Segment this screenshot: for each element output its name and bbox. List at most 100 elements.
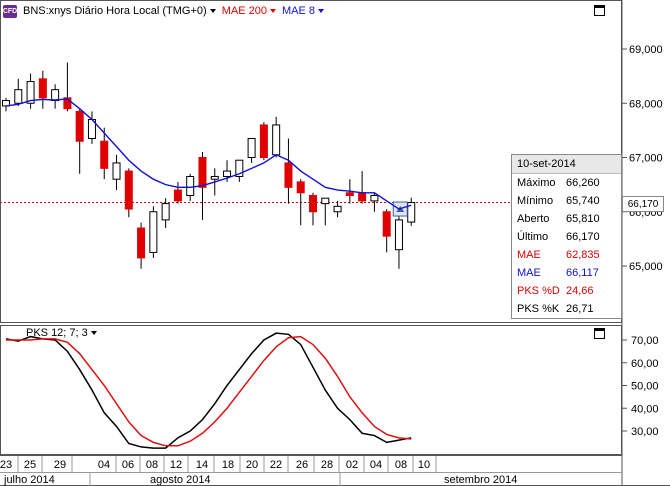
chevron-down-icon	[90, 331, 97, 336]
candle-down	[124, 170, 133, 210]
symbol-selector[interactable]: BNS:xnys Diário Hora Local (TMG+0)	[23, 5, 216, 17]
candle-down	[309, 194, 317, 213]
stoch-label: PKS 12; 7; 3	[26, 327, 88, 339]
day-label: 18	[222, 459, 234, 471]
row-value: 66,260	[566, 177, 600, 189]
candle-down	[100, 140, 109, 169]
day-label: 08	[395, 459, 407, 471]
stoch-tick-label: 70,00	[631, 335, 659, 347]
day-label: 20	[246, 459, 258, 471]
day-label: 04	[98, 459, 110, 471]
price-tick-label: 65,000	[629, 261, 663, 273]
data-window-row: Último 66,170	[512, 228, 621, 246]
price-tick-label: 69,000	[629, 44, 663, 56]
stoch-pane-frame	[0, 325, 622, 455]
candle-up	[321, 197, 330, 205]
chevron-down-icon	[317, 9, 324, 14]
data-window-date: 10-set-2014	[517, 158, 576, 170]
row-value: 66,117	[566, 267, 599, 279]
candle-down	[259, 124, 268, 158]
day-label: 26	[296, 459, 308, 471]
data-window-date-row: 10-set-2014	[512, 155, 621, 174]
day-label: 29	[54, 459, 66, 471]
maximize-stoch-pane-button[interactable]	[594, 328, 605, 339]
maximize-price-pane-button[interactable]	[594, 5, 605, 16]
price-tick-label: 68,000	[629, 98, 663, 110]
candle-up	[223, 170, 232, 177]
row-value: 66,170	[566, 231, 600, 243]
candle-down	[345, 192, 354, 196]
last-price-tag: 66,170	[622, 196, 664, 212]
chevron-down-icon	[269, 9, 276, 14]
candle-up	[14, 89, 23, 104]
row-label: PKS %D	[517, 285, 560, 297]
row-label: PKS %K	[517, 303, 560, 315]
day-label: 25	[24, 459, 36, 471]
row-value: 65,810	[566, 213, 600, 225]
candle-up	[272, 124, 281, 156]
month-label: agosto 2014	[150, 474, 211, 486]
row-label: Aberto	[517, 213, 550, 225]
candle-down	[296, 181, 305, 194]
data-window-row: PKS %K 26,71	[512, 300, 621, 318]
mae8-line	[5, 98, 412, 210]
data-window-row: MAE 62,835	[512, 246, 621, 264]
row-label: Mínimo	[517, 195, 554, 207]
mae8-selector[interactable]: MAE 8	[282, 5, 324, 17]
price-tick-label: 67,000	[629, 153, 663, 165]
row-label: MAE	[517, 249, 541, 261]
stoch-tick-label: 40,00	[631, 403, 659, 415]
candle-down	[75, 110, 84, 142]
day-label: 04	[370, 459, 382, 471]
day-label: 23	[0, 459, 12, 471]
candle-up	[210, 175, 219, 180]
data-window-row: MAE 66,117	[512, 264, 621, 282]
month-label: setembro 2014	[444, 474, 517, 486]
month-label: julho 2014	[3, 474, 55, 486]
symbol-label: BNS:xnys Diário Hora Local (TMG+0)	[23, 5, 207, 17]
day-label: 28	[321, 459, 333, 471]
row-value: 62,835	[566, 249, 600, 261]
candle-up	[186, 175, 195, 196]
row-label: MAE	[517, 267, 541, 279]
row-value: 24,66	[566, 285, 594, 297]
data-window-row: Mínimo 65,740	[512, 192, 621, 210]
day-label: 14	[196, 459, 208, 471]
row-label: Máximo	[517, 177, 556, 189]
candle-down	[382, 211, 391, 237]
cfd-badge: CFD	[3, 4, 17, 18]
candle-down	[38, 78, 47, 99]
day-label: 10	[418, 459, 430, 471]
row-label: Último	[517, 231, 549, 243]
day-label: 02	[346, 459, 358, 471]
day-label: 22	[270, 459, 282, 471]
day-label: 08	[146, 459, 158, 471]
stoch-tick-label: 50,00	[631, 381, 659, 393]
candle-up	[51, 89, 60, 102]
day-label: 12	[170, 459, 182, 471]
candle-up	[235, 159, 244, 177]
chevron-down-icon	[209, 9, 216, 14]
candle-up	[247, 138, 256, 158]
candle-up	[161, 203, 170, 221]
mae200-selector[interactable]: MAE 200	[222, 5, 276, 17]
stoch-k-line	[5, 332, 412, 449]
candle-up	[394, 219, 403, 251]
row-value: 26,71	[566, 303, 594, 315]
mae8-label: MAE 8	[281, 5, 315, 17]
candle-down	[173, 189, 182, 202]
candle-up	[333, 205, 342, 213]
stoch-selector[interactable]: PKS 12; 7; 3	[26, 327, 97, 339]
candle-down	[284, 162, 293, 188]
mae200-label: MAE 200	[221, 5, 267, 17]
candle-down	[63, 97, 72, 110]
candle-down	[137, 227, 146, 259]
row-value: 65,740	[566, 195, 600, 207]
stoch-tick-label: 60,00	[631, 358, 659, 370]
stoch-d-line	[6, 335, 412, 447]
candle-down	[198, 157, 207, 188]
data-window-row: Aberto 65,810	[512, 210, 621, 228]
stoch-tick-label: 30,00	[631, 426, 659, 438]
chart-header: CFD BNS:xnys Diário Hora Local (TMG+0) M…	[3, 3, 324, 19]
